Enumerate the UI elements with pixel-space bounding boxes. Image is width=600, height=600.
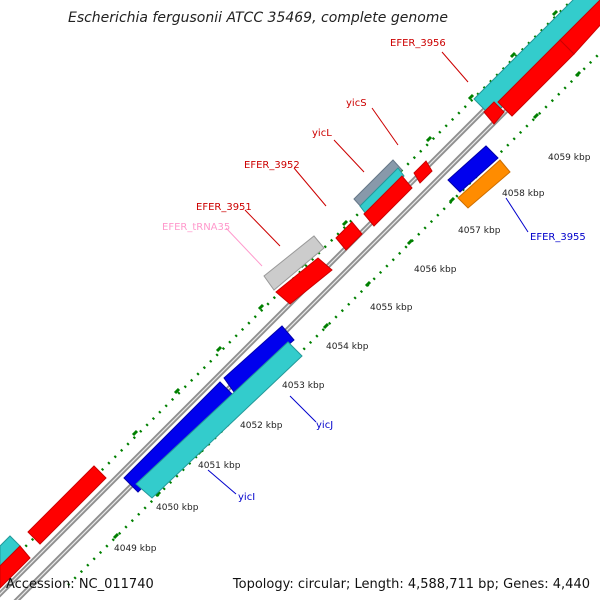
scale-label-4049: 4049 kbp: [114, 544, 157, 554]
cds-efer-3955-blue[interactable]: [447, 145, 499, 193]
cds-red-upper-right[interactable]: [559, 0, 600, 55]
gene-label-yicj[interactable]: yicJ: [316, 420, 333, 431]
scale-label-4056: 4056 kbp: [414, 265, 457, 275]
cds-red-yicl-2[interactable]: [363, 175, 413, 227]
scale-label-4050: 4050 kbp: [156, 503, 199, 513]
cds-efer-3952[interactable]: [335, 221, 363, 251]
cds-yicj-blue[interactable]: [223, 325, 295, 393]
reverse-scale-line: [67, 51, 600, 586]
label-connectors: [207, 51, 529, 495]
cds-small-red-arrow[interactable]: [483, 101, 505, 125]
trna-efer-trna35[interactable]: [263, 235, 325, 291]
gene-label-yici[interactable]: yicI: [238, 492, 255, 503]
scale-label-4059: 4059 kbp: [548, 153, 591, 163]
cds-efer-3951[interactable]: [275, 257, 333, 305]
accession-text: Accession: NC_011740: [6, 577, 154, 592]
gene-label-yicl[interactable]: yicL: [312, 128, 332, 139]
gene-labels: EFER_3956 yicS yicL EFER_3952 EFER_3951 …: [162, 38, 586, 503]
cds-efer-3955-orange[interactable]: [457, 159, 511, 209]
forward-ticks: [46, 9, 559, 522]
map-title: Escherichia fergusonii ATCC 35469, compl…: [68, 10, 448, 26]
cds-yici-blue[interactable]: [123, 381, 235, 493]
scale-label-4053: 4053 kbp: [282, 381, 325, 391]
gene-label-efer-3951[interactable]: EFER_3951: [196, 202, 252, 213]
cds-yicl-teal[interactable]: [359, 167, 405, 215]
scale-label-4057: 4057 kbp: [458, 226, 501, 236]
gene-label-yics[interactable]: yicS: [346, 98, 367, 109]
scale-labels: 4049 kbp 4050 kbp 4051 kbp 4052 kbp 4053…: [114, 153, 591, 554]
topology-summary: Topology: circular; Length: 4,588,711 bp…: [232, 577, 590, 592]
cds-efer-3956-teal[interactable]: [473, 0, 600, 118]
cds-red-left-middle[interactable]: [27, 465, 107, 545]
scale-label-4054: 4054 kbp: [326, 342, 369, 352]
scale-label-4051: 4051 kbp: [198, 461, 241, 471]
scale-label-4052: 4052 kbp: [240, 421, 283, 431]
scale-label-4055: 4055 kbp: [370, 303, 413, 313]
gene-label-efer-3956[interactable]: EFER_3956: [390, 38, 446, 49]
cds-yici-teal[interactable]: [135, 341, 303, 499]
reverse-features: [123, 145, 511, 499]
gene-label-efer-3955[interactable]: EFER_3955: [530, 232, 586, 243]
cds-red-bottom-left[interactable]: [0, 545, 31, 589]
cds-yics[interactable]: [413, 160, 433, 184]
scale-label-4058: 4058 kbp: [502, 189, 545, 199]
gene-label-efer-trna35[interactable]: EFER_tRNA35: [162, 222, 230, 233]
gene-label-efer-3952[interactable]: EFER_3952: [244, 160, 300, 171]
